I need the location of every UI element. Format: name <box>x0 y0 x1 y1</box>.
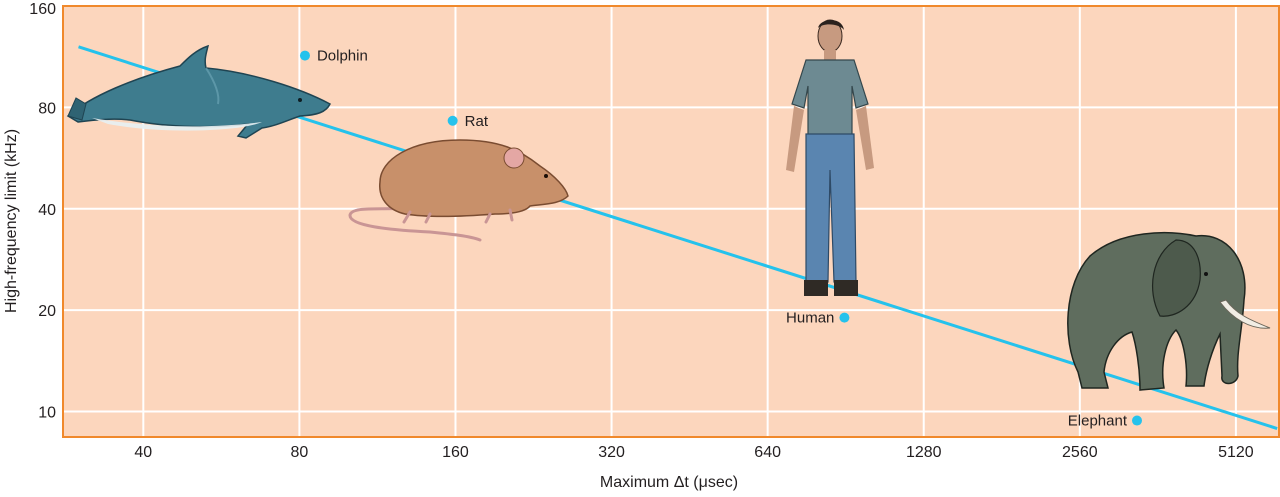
data-point-human <box>839 312 850 323</box>
plot-frame <box>62 5 1280 438</box>
axis-tick-labels: 40 80 160 320 640 1280 2560 5120 10 20 40 80 160 <box>29 1 1254 461</box>
point-label-rat: Rat <box>465 113 489 130</box>
x-tick-label: 1280 <box>906 444 942 461</box>
dolphin-icon <box>66 44 331 139</box>
x-axis-title: Maximum Δt (μsec) <box>600 474 738 491</box>
point-label-dolphin: Dolphin <box>317 48 368 65</box>
y-tick-label: 160 <box>29 1 56 18</box>
human-icon <box>786 19 874 296</box>
x-tick-label: 40 <box>134 444 152 461</box>
y-tick-label: 40 <box>38 202 56 219</box>
point-label-human: Human <box>786 310 834 327</box>
y-axis-title: High-frequency limit (kHz) <box>3 129 20 313</box>
point-label-elephant: Elephant <box>1068 413 1128 430</box>
data-point-dolphin <box>299 50 310 61</box>
x-tick-label: 5120 <box>1218 444 1254 461</box>
rat-icon <box>348 139 569 242</box>
y-tick-label: 20 <box>38 303 56 320</box>
data-marks: Dolphin Rat Human Elephant <box>299 48 1142 430</box>
x-tick-label: 320 <box>598 444 625 461</box>
x-tick-label: 160 <box>442 444 469 461</box>
x-tick-label: 2560 <box>1062 444 1098 461</box>
y-tick-label: 10 <box>38 405 56 422</box>
x-tick-label: 640 <box>754 444 781 461</box>
elephant-icon <box>1067 232 1271 391</box>
x-tick-label: 80 <box>291 444 309 461</box>
data-point-rat <box>447 115 458 126</box>
y-tick-label: 80 <box>38 100 56 117</box>
data-point-elephant <box>1131 415 1142 426</box>
